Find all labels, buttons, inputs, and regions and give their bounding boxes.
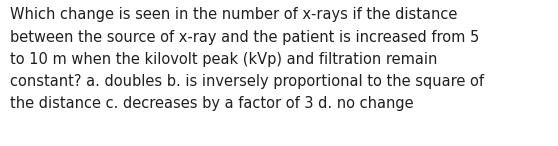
Text: Which change is seen in the number of x-rays if the distance
between the source : Which change is seen in the number of x-…: [10, 7, 484, 111]
